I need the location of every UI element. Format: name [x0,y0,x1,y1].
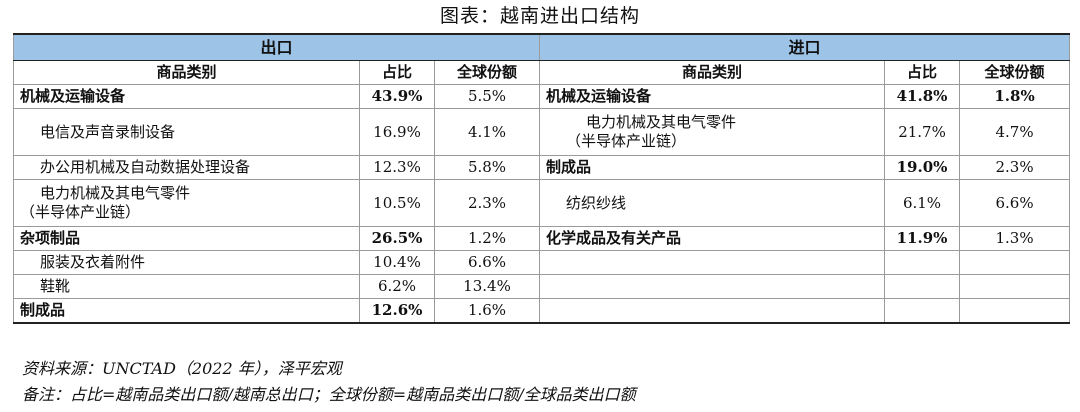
export-category: 鞋靴 [13,274,360,299]
export-global: 6.6% [433,250,541,275]
export-category: 机械及运输设备 [13,84,360,109]
import-category: 制成品 [539,155,886,180]
export-share: 10.4% [359,250,435,275]
table-row: 鞋靴 6.2% 13.4% [13,274,1071,299]
import-global: 4.7% [959,108,1071,156]
import-share-header: 占比 [884,60,961,85]
table-row: 制成品 12.6% 1.6% [13,298,1071,324]
section-header-row: 出口 进口 [12,33,1071,61]
export-category-line1: 电力机械及其电气零件 [40,184,191,202]
import-category: 电力机械及其电气零件 （半导体产业链） [539,108,886,156]
import-category-header: 商品类别 [539,60,886,85]
table-title: 图表：越南进出口结构 [439,5,640,27]
table-row: 服装及衣着附件 10.4% 6.6% [13,250,1071,275]
export-category: 办公用机械及自动数据处理设备 [13,155,360,180]
export-share: 6.2% [359,274,435,299]
export-global: 1.2% [433,226,541,251]
export-share: 43.9% [359,84,435,109]
export-global: 5.8% [433,155,541,180]
export-category-header: 商品类别 [13,60,360,85]
export-share: 16.9% [359,108,435,156]
import-category: 化学成品及有关产品 [539,226,886,251]
import-category-empty [539,250,886,275]
table-row: 杂项制品 26.5% 1.2% 化学成品及有关产品 11.9% 1.3% [13,226,1071,251]
table-row: 办公用机械及自动数据处理设备 12.3% 5.8% 制成品 19.0% 2.3% [13,155,1071,180]
import-share-empty [884,250,961,275]
column-header-row: 商品类别 占比 全球份额 商品类别 占比 全球份额 [13,60,1071,85]
export-share-header: 占比 [359,60,435,85]
import-category-line2: （半导体产业链） [566,132,687,150]
remark-note: 备注：占比=越南品类出口额/越南总出口；全球份额=越南品类出口额/全球品类出口额 [22,385,636,404]
export-share: 26.5% [359,226,435,251]
import-global-header: 全球份额 [959,60,1071,85]
import-share: 19.0% [884,155,961,180]
export-category: 服装及衣着附件 [13,250,360,275]
import-category: 机械及运输设备 [539,84,886,109]
export-global: 4.1% [433,108,541,156]
export-global: 2.3% [433,179,541,227]
import-share: 21.7% [884,108,961,156]
import-category-empty [539,298,886,324]
import-global: 2.3% [959,155,1071,180]
table-row: 机械及运输设备 43.9% 5.5% 机械及运输设备 41.8% 1.8% [13,84,1071,109]
import-global-empty [959,274,1071,299]
import-global: 6.6% [959,179,1071,227]
export-share: 12.6% [359,298,435,324]
export-category: 电力机械及其电气零件 （半导体产业链） [13,179,360,227]
import-global: 1.3% [959,226,1071,251]
import-share-empty [884,274,961,299]
import-share: 41.8% [884,84,961,109]
trade-structure-table: 出口 进口 商品类别 占比 全球份额 商品类别 占比 全球份额 机械及运输设备 … [12,33,1071,324]
import-global-empty [959,250,1071,275]
import-share-empty [884,298,961,324]
source-note: 资料来源：UNCTAD（2022 年），泽平宏观 [22,359,342,378]
export-category: 电信及声音录制设备 [13,108,360,156]
export-share: 10.5% [359,179,435,227]
import-share: 11.9% [884,226,961,251]
import-category-line1: 电力机械及其电气零件 [586,113,737,131]
export-section-header: 出口 [12,33,541,61]
export-global: 1.6% [433,298,541,324]
table-row: 电力机械及其电气零件 （半导体产业链） 10.5% 2.3% 纺织纱线 6.1%… [13,179,1071,227]
table-row: 电信及声音录制设备 16.9% 4.1% 电力机械及其电气零件 （半导体产业链）… [13,108,1071,156]
import-share: 6.1% [884,179,961,227]
export-share: 12.3% [359,155,435,180]
export-global: 5.5% [433,84,541,109]
import-global: 1.8% [959,84,1071,109]
export-global: 13.4% [433,274,541,299]
export-category: 制成品 [13,298,360,324]
export-global-header: 全球份额 [433,60,541,85]
import-section-header: 进口 [539,33,1071,61]
export-category-line2: （半导体产业链） [20,203,141,221]
import-category: 纺织纱线 [539,179,886,227]
import-global-empty [959,298,1071,324]
import-category-empty [539,274,886,299]
export-category: 杂项制品 [13,226,360,251]
